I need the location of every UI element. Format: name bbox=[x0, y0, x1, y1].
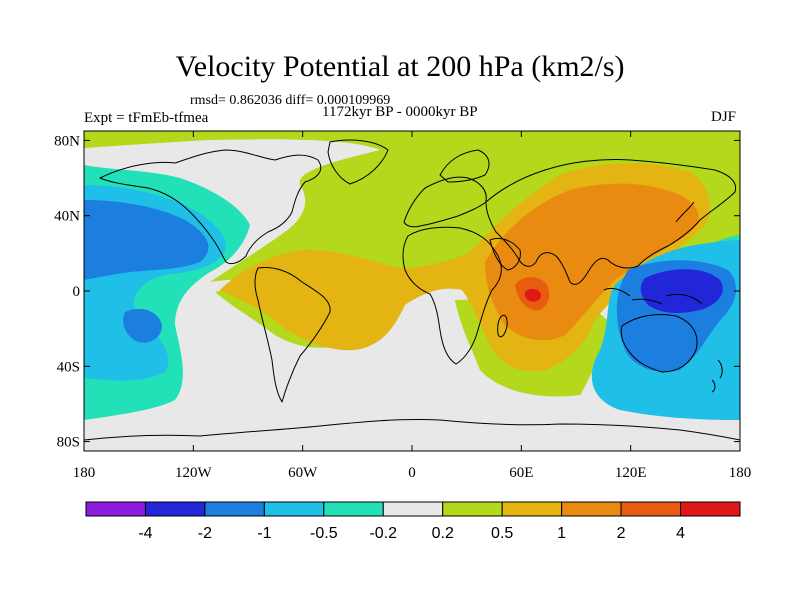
colorbar bbox=[85, 501, 741, 517]
coast-antarctica bbox=[84, 418, 740, 441]
x-tick-label: 180 bbox=[73, 465, 96, 481]
field-neg-east-2 bbox=[640, 269, 723, 313]
x-tick-label: 60E bbox=[509, 465, 533, 481]
colorbar-label: 0.2 bbox=[432, 525, 454, 542]
x-tick-label: 60W bbox=[288, 465, 318, 481]
field-pos-4 bbox=[524, 288, 542, 302]
x-tick-label: 180 bbox=[729, 465, 752, 481]
colorbar-label: -4 bbox=[138, 525, 152, 542]
colorbar-label: -1 bbox=[257, 525, 271, 542]
contour-field bbox=[84, 131, 740, 451]
colorbar-swatch bbox=[144, 501, 206, 517]
colorbar-swatch bbox=[680, 501, 741, 517]
colorbar-label: 1 bbox=[557, 525, 566, 542]
x-tick-label: 0 bbox=[408, 465, 416, 481]
colorbar-label: 0.5 bbox=[491, 525, 513, 542]
coast-arabia bbox=[489, 237, 521, 271]
period-label: 1172kyr BP - 0000kyr BP bbox=[322, 104, 478, 120]
y-tick-label: 80N bbox=[54, 133, 80, 149]
coast-indonesia bbox=[603, 287, 703, 305]
stats-label: rmsd= 0.862036 diff= 0.000109969 bbox=[190, 93, 391, 108]
coast-south-america bbox=[254, 267, 331, 403]
x-tick-label: 120E bbox=[615, 465, 647, 481]
colorbar-label: 4 bbox=[676, 525, 685, 542]
y-tick-label: 0 bbox=[73, 284, 81, 300]
colorbar-swatch bbox=[561, 501, 622, 517]
tick-marks bbox=[83, 131, 741, 451]
colorbar-label: -2 bbox=[198, 525, 212, 542]
colorbar-swatch bbox=[204, 501, 265, 517]
coast-greenland bbox=[327, 139, 389, 185]
expt-label: Expt = tFmEb-tfmea bbox=[84, 110, 209, 126]
field-neg-west-1b bbox=[123, 308, 162, 343]
season-label: DJF bbox=[711, 109, 737, 125]
colorbar-swatch bbox=[501, 501, 563, 517]
coast-north-america bbox=[99, 149, 322, 265]
y-axis-labels: 80N 40N 0 40S 80S bbox=[54, 133, 80, 450]
colorbar-swatch bbox=[323, 501, 384, 517]
colorbar-swatch bbox=[382, 501, 444, 517]
colorbar-swatch bbox=[85, 501, 146, 517]
y-tick-label: 40S bbox=[57, 359, 80, 375]
field-neg-west-1 bbox=[84, 200, 209, 280]
colorbar-swatch bbox=[620, 501, 682, 517]
coast-africa bbox=[402, 226, 502, 365]
coast-nz bbox=[711, 359, 723, 393]
colorbar-swatch bbox=[263, 501, 325, 517]
coast-australia bbox=[620, 313, 698, 373]
y-tick-label: 80S bbox=[57, 435, 80, 451]
x-axis-labels: 180 120W 60W 0 60E 120E 180 bbox=[73, 465, 752, 481]
coast-scandinavia bbox=[439, 149, 490, 183]
colorbar-swatch bbox=[442, 501, 503, 517]
colorbar-labels: -4 -2 -1 -0.5 -0.2 0.2 0.5 1 2 4 bbox=[138, 525, 685, 542]
coast-japan bbox=[675, 201, 695, 223]
colorbar-label: 2 bbox=[617, 525, 626, 542]
coast-asia bbox=[485, 159, 737, 285]
x-tick-label: 120W bbox=[175, 465, 213, 481]
colorbar-label: -0.5 bbox=[310, 525, 338, 542]
colorbar-label: -0.2 bbox=[369, 525, 397, 542]
coast-madagascar bbox=[497, 314, 508, 338]
y-tick-label: 40N bbox=[54, 209, 80, 225]
page-title: Velocity Potential at 200 hPa (km2/s) bbox=[175, 50, 625, 83]
coastlines bbox=[84, 139, 740, 441]
